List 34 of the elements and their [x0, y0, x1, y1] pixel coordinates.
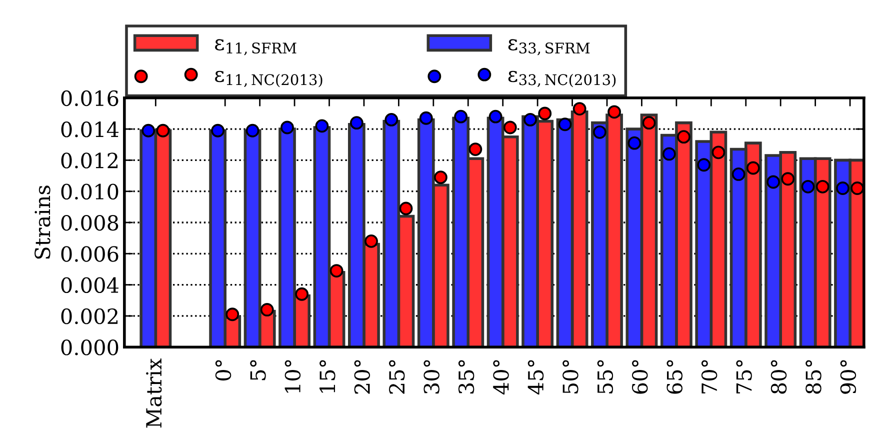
- legend-label: ε$_{11,SFRM}$: [215, 39, 296, 56]
- x-tick-label: 70°: [701, 360, 718, 394]
- x-tick-label: 85°: [806, 360, 822, 394]
- x-tick-label: 50°: [562, 360, 578, 394]
- x-tick-label: 80°: [770, 360, 787, 394]
- y-tick-label: 0.012: [61, 152, 118, 168]
- legend-label: ε$_{33,NC(2013)}$: [508, 70, 616, 88]
- x-tick-label: 90°: [840, 360, 856, 394]
- x-tick-label: 45°: [528, 360, 544, 394]
- x-tick-label: 20°: [354, 360, 370, 394]
- x-tick-label: Matrix: [146, 358, 162, 428]
- y-tick-label: 0.002: [61, 308, 118, 324]
- x-tick-label: 65°: [666, 360, 682, 394]
- x-tick-label: 25°: [388, 360, 405, 394]
- y-tick-label: 0.010: [61, 184, 118, 200]
- x-tick-label: 55°: [597, 360, 614, 394]
- x-tick-label: 10°: [284, 360, 301, 393]
- y-axis-title: Strains: [34, 186, 50, 259]
- x-tick-label: 75°: [736, 360, 752, 394]
- legend-label: ε$_{11,NC(2013)}$: [215, 70, 322, 88]
- x-tick-label: 60°: [632, 360, 648, 394]
- y-tick-label: 0.008: [61, 214, 118, 231]
- x-tick-label: 0°: [215, 360, 232, 381]
- y-tick-label: 0.014: [61, 122, 118, 138]
- y-tick-label: 0.006: [61, 246, 118, 262]
- y-tick-label: 0.000: [61, 340, 118, 356]
- y-tick-label: 0.004: [61, 277, 118, 294]
- x-tick-label: 30°: [424, 360, 440, 394]
- x-tick-label: 35°: [458, 360, 474, 394]
- x-tick-label: 40°: [493, 360, 509, 394]
- x-tick-label: 5°: [250, 360, 266, 380]
- legend-label: ε$_{33,SFRM}$: [508, 39, 590, 56]
- y-tick-label: 0.016: [61, 90, 118, 106]
- x-tick-label: 15°: [320, 360, 336, 393]
